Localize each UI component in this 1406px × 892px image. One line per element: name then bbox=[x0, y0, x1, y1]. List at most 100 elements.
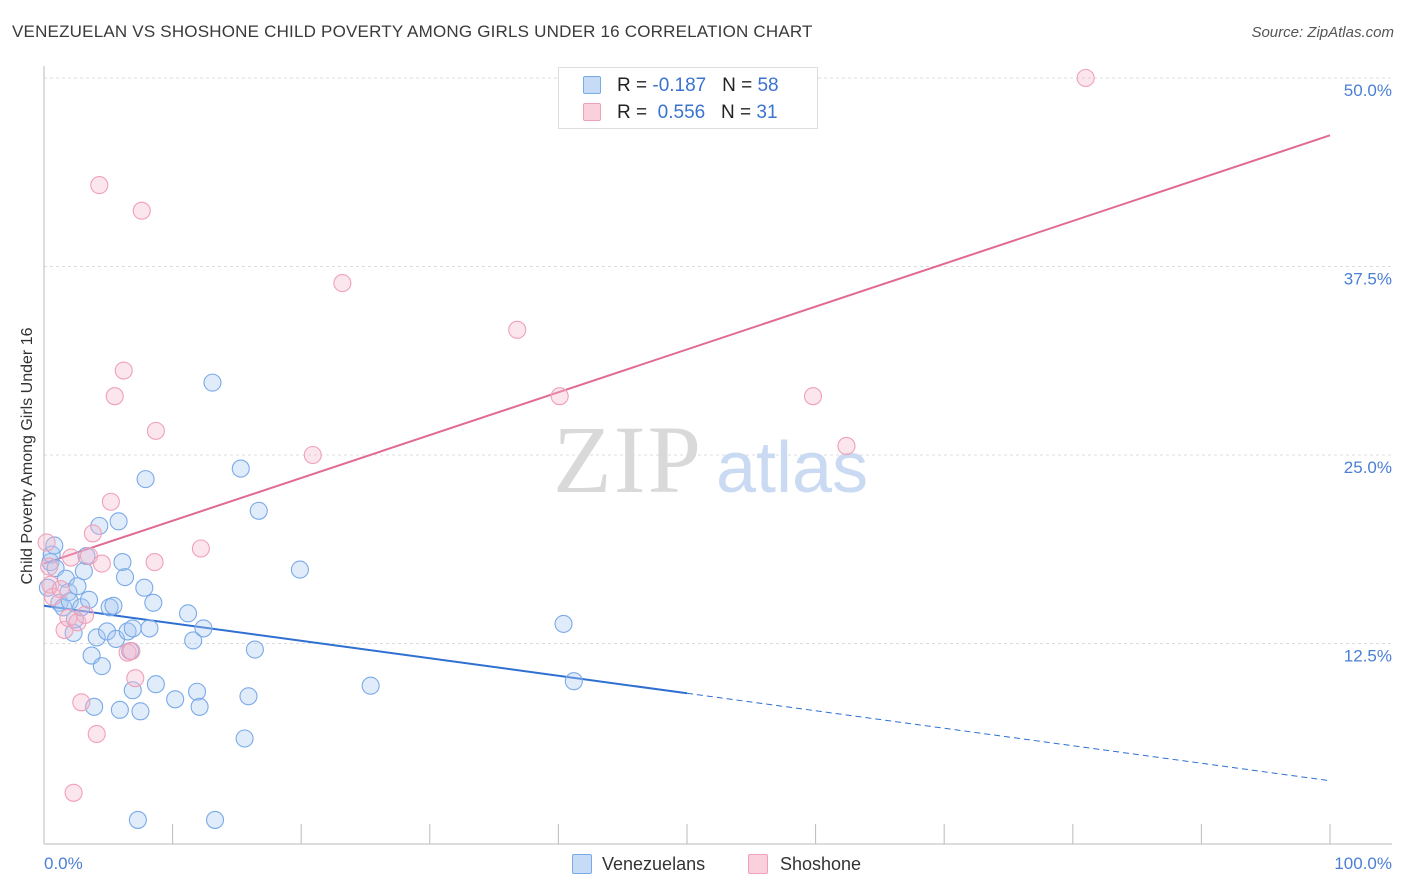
legend-r-label: R = bbox=[617, 75, 653, 96]
venezuelans-point bbox=[146, 675, 165, 694]
venezuelans-point bbox=[554, 614, 573, 633]
legend-row-venezuelans: R = -0.187 N = 58 bbox=[583, 74, 779, 98]
gridlines bbox=[44, 77, 1392, 644]
legend-n-value: 31 bbox=[756, 102, 778, 123]
shoshone-point bbox=[61, 548, 81, 567]
venezuelans-point bbox=[118, 622, 137, 641]
x-tick-label: 100.0% bbox=[1334, 854, 1392, 873]
legend-r-label: R = bbox=[617, 102, 653, 123]
series-label-venezuelans: Venezuelans bbox=[602, 854, 706, 874]
series-swatch-pink bbox=[748, 854, 768, 874]
venezuelans-point bbox=[245, 640, 264, 659]
x-tick-labels: 0.0% 100.0% bbox=[44, 854, 1392, 873]
venezuelans-point bbox=[109, 512, 128, 531]
venezuelans-point bbox=[136, 470, 155, 489]
shoshone-point bbox=[550, 387, 569, 406]
venezuelans-point bbox=[361, 676, 380, 695]
venezuelans-point bbox=[140, 619, 159, 638]
chart-title: VENEZUELAN VS SHOSHONE CHILD POVERTY AMO… bbox=[12, 22, 813, 41]
shoshone-point bbox=[837, 436, 856, 456]
y-tick-label: 12.5% bbox=[1344, 647, 1392, 666]
legend-r-value: -0.187 bbox=[652, 75, 707, 96]
venezuelans-point bbox=[135, 578, 154, 597]
series-label-shoshone: Shoshone bbox=[780, 854, 862, 874]
shoshone-point bbox=[64, 783, 83, 802]
series-legend-venezuelans: Venezuelans bbox=[572, 852, 705, 876]
shoshone-point bbox=[40, 557, 59, 576]
venezuelans-point bbox=[166, 690, 185, 709]
watermark-zip: ZIP bbox=[553, 406, 703, 513]
shoshone-point bbox=[114, 361, 133, 380]
data-points bbox=[37, 68, 1095, 829]
shoshone-point bbox=[508, 320, 527, 339]
venezuelans-point bbox=[205, 810, 225, 829]
shoshone-point bbox=[43, 587, 63, 606]
shoshone-point bbox=[37, 533, 56, 552]
venezuelans-point bbox=[87, 628, 106, 647]
venezuelans-point bbox=[178, 604, 198, 623]
venezuelans-point bbox=[104, 596, 123, 615]
venezuelans-point bbox=[113, 553, 132, 572]
venezuelans-trend-extension bbox=[686, 692, 1331, 782]
y-tick-label: 25.0% bbox=[1344, 458, 1392, 477]
venezuelans-point bbox=[97, 622, 117, 641]
shoshone-point bbox=[145, 553, 164, 572]
shoshone-point bbox=[92, 554, 111, 573]
venezuelans-point bbox=[290, 560, 309, 579]
venezuelans-point bbox=[190, 697, 209, 716]
venezuelans-point bbox=[74, 562, 93, 581]
venezuelans-point bbox=[184, 631, 203, 650]
legend-swatch-blue bbox=[583, 76, 601, 94]
legend-n-label: N = bbox=[722, 75, 758, 96]
venezuelans-point bbox=[235, 729, 254, 748]
legend-n-value: 58 bbox=[757, 75, 779, 96]
shoshone-point bbox=[68, 613, 87, 632]
shoshone-point bbox=[83, 524, 102, 543]
shoshone-point bbox=[105, 387, 124, 406]
venezuelans-point bbox=[194, 619, 213, 638]
series-legend: Venezuelans Shoshone bbox=[0, 852, 1406, 876]
shoshone-point bbox=[333, 274, 352, 293]
shoshone-point bbox=[146, 421, 165, 440]
y-tick-label: 50.0% bbox=[1344, 81, 1392, 100]
shoshone-point bbox=[126, 669, 145, 688]
shoshone-point bbox=[101, 492, 120, 511]
watermark-atlas: atlas bbox=[716, 428, 868, 508]
venezuelans-point bbox=[144, 593, 163, 612]
x-tick-label: 0.0% bbox=[44, 854, 83, 873]
y-axis-label: Child Poverty Among Girls Under 16 bbox=[19, 327, 36, 584]
shoshone-point bbox=[51, 580, 70, 599]
venezuelans-point bbox=[231, 459, 250, 478]
series-legend-shoshone: Shoshone bbox=[748, 852, 861, 876]
venezuelans-point bbox=[187, 682, 207, 701]
shoshone-point bbox=[803, 387, 823, 406]
venezuelans-point bbox=[128, 810, 147, 829]
venezuelans-point bbox=[203, 373, 222, 392]
correlation-legend: R = -0.187 N = 58 R = 0.556 N = 31 bbox=[558, 67, 818, 129]
venezuelans-point bbox=[115, 568, 135, 587]
y-tick-labels: 12.5% 25.0% 37.5% 50.0% bbox=[1344, 81, 1392, 666]
venezuelans-point bbox=[79, 590, 99, 609]
venezuelans-point bbox=[564, 672, 583, 691]
venezuelans-point bbox=[249, 501, 268, 520]
legend-r-value: 0.556 bbox=[652, 102, 706, 123]
legend-row-shoshone: R = 0.556 N = 31 bbox=[583, 101, 778, 125]
shoshone-point bbox=[132, 201, 151, 220]
legend-swatch-pink bbox=[583, 103, 601, 121]
venezuelans-point bbox=[110, 700, 129, 719]
shoshone-point bbox=[1076, 68, 1095, 88]
venezuelans-point bbox=[92, 657, 111, 676]
shoshone-point bbox=[191, 539, 210, 558]
legend-n-label: N = bbox=[721, 102, 757, 123]
axes bbox=[43, 66, 1392, 845]
shoshone-point bbox=[72, 693, 91, 712]
shoshone-point bbox=[76, 605, 95, 624]
y-tick-label: 37.5% bbox=[1344, 270, 1392, 289]
shoshone-point bbox=[122, 641, 141, 661]
shoshone-point bbox=[87, 724, 106, 744]
source-label: Source: ZipAtlas.com bbox=[1251, 24, 1394, 41]
venezuelans-point bbox=[68, 577, 87, 596]
watermark: ZIP atlas bbox=[553, 406, 868, 513]
shoshone-point bbox=[303, 445, 322, 465]
